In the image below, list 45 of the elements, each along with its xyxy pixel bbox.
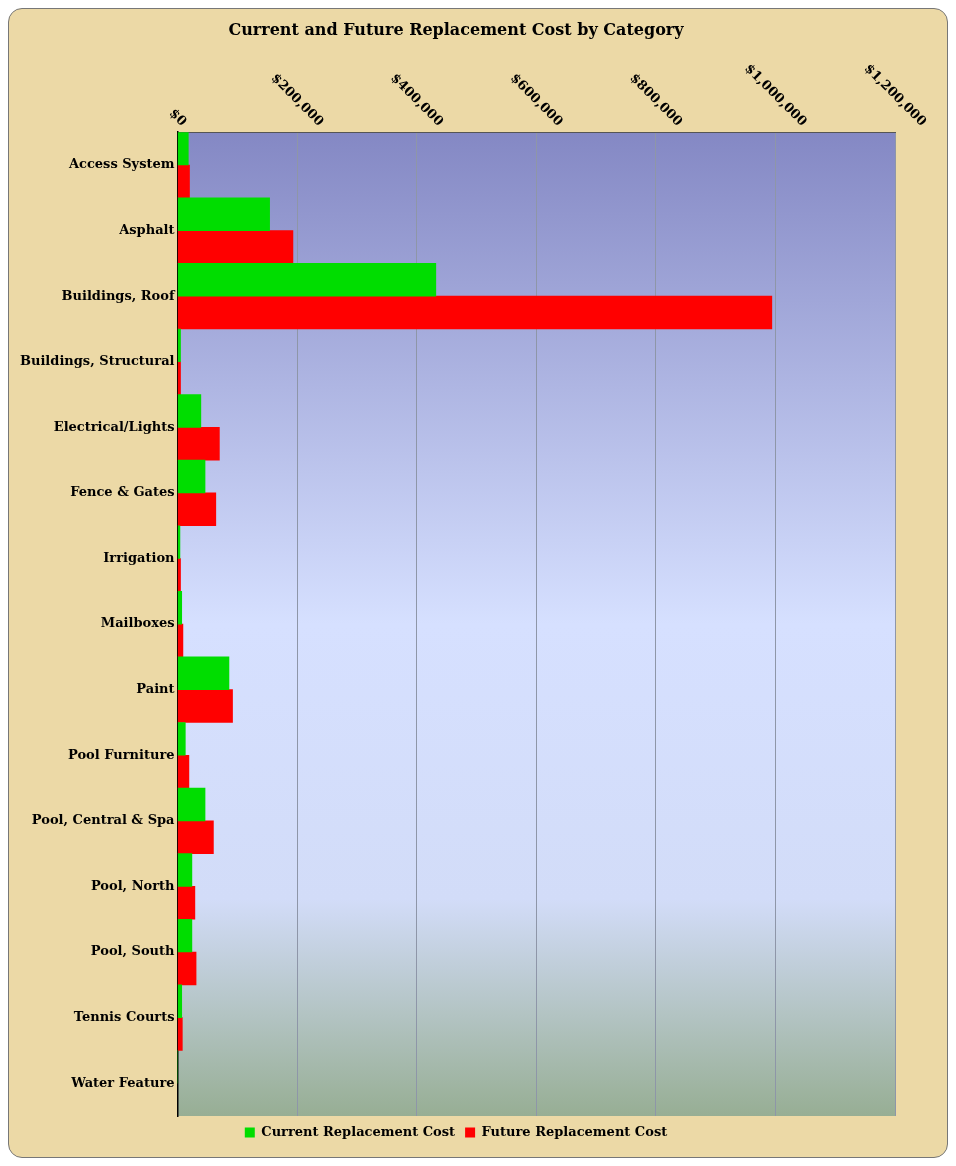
y-tick-label: Pool, South bbox=[90, 943, 176, 959]
legend-label: Current Replacement Cost bbox=[261, 1123, 456, 1139]
y-tick-label: Asphalt bbox=[118, 221, 175, 237]
bar bbox=[177, 590, 183, 625]
bar bbox=[177, 951, 197, 986]
bar bbox=[177, 886, 196, 920]
bar bbox=[177, 427, 220, 461]
y-tick-label: Tennis Courts bbox=[73, 1008, 175, 1024]
legend-label: Future Replacement Cost bbox=[481, 1123, 668, 1139]
bar bbox=[177, 263, 437, 297]
bar bbox=[177, 1017, 183, 1051]
bar bbox=[177, 394, 202, 428]
y-tick-label: Water Feature bbox=[70, 1074, 175, 1090]
bar bbox=[177, 754, 190, 789]
x-tick-label: $0 bbox=[166, 105, 191, 129]
bar bbox=[177, 787, 206, 822]
y-tick-label: Pool, North bbox=[90, 877, 176, 893]
chart-title: Current and Future Replacement Cost by Category bbox=[228, 19, 685, 39]
bar bbox=[177, 689, 233, 723]
y-tick-label: Mailboxes bbox=[100, 615, 175, 631]
y-tick-label: Irrigation bbox=[103, 549, 176, 565]
y-tick-label: Electrical/Lights bbox=[53, 418, 175, 434]
bar bbox=[177, 558, 181, 592]
y-tick-label: Buildings, Structural bbox=[19, 353, 175, 369]
bar bbox=[177, 295, 773, 330]
bar bbox=[177, 722, 186, 756]
bar bbox=[177, 328, 181, 363]
y-tick-label: Pool, Central & Spa bbox=[31, 812, 176, 828]
y-tick-label: Buildings, Roof bbox=[61, 287, 176, 303]
bar bbox=[177, 361, 181, 395]
y-tick-label: Paint bbox=[136, 681, 175, 697]
bar bbox=[177, 164, 190, 199]
bar bbox=[177, 459, 206, 494]
bar bbox=[177, 197, 270, 231]
bar bbox=[177, 853, 193, 887]
bar bbox=[177, 492, 217, 527]
bar bbox=[177, 132, 189, 166]
y-tick-label: Fence & Gates bbox=[70, 484, 175, 500]
bar bbox=[177, 820, 214, 854]
y-tick-label: Pool Furniture bbox=[68, 746, 175, 762]
bar bbox=[177, 984, 183, 1018]
y-tick-label: Access System bbox=[67, 156, 175, 172]
bar bbox=[177, 656, 230, 691]
bar bbox=[177, 230, 294, 264]
bar bbox=[177, 918, 193, 953]
